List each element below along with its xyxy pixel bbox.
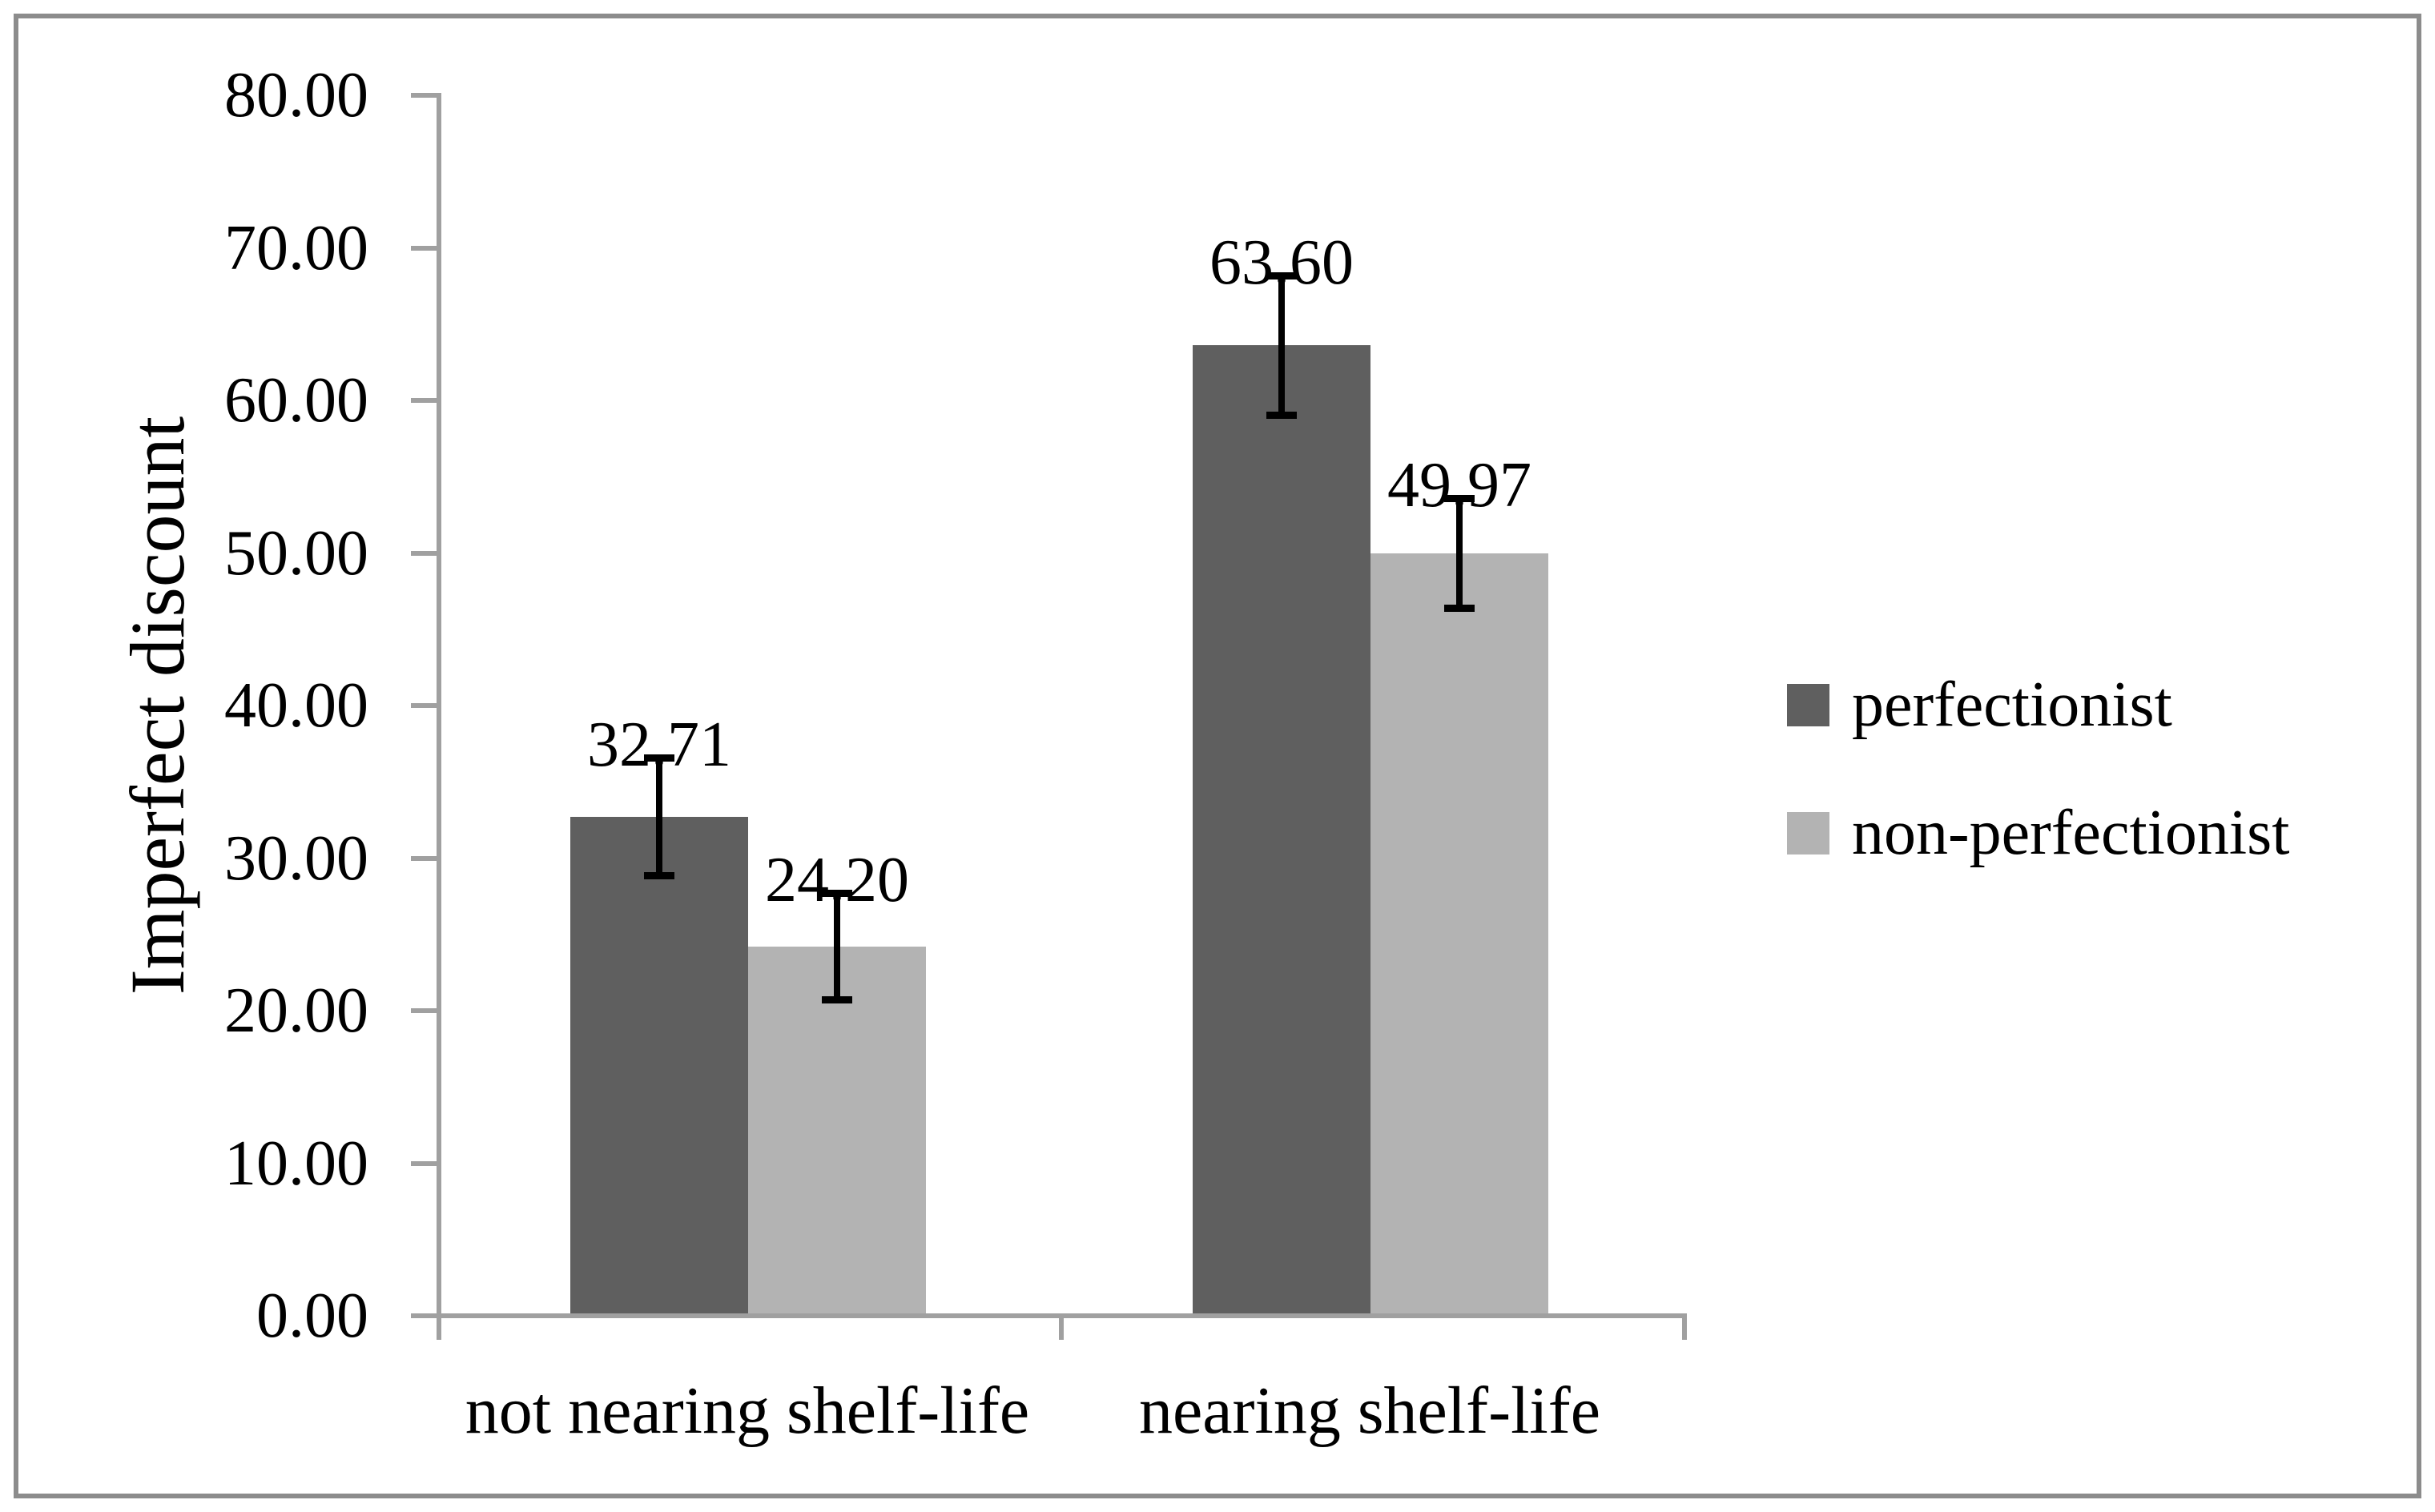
bar-perfectionist-1 bbox=[1193, 345, 1370, 1316]
legend-label-perfectionist: perfectionist bbox=[1852, 670, 2172, 740]
data-label-perfectionist-0: 32.71 bbox=[587, 709, 731, 780]
x-tick-mark bbox=[1682, 1316, 1687, 1340]
bar-perfectionist-0 bbox=[570, 816, 748, 1316]
y-tick-label: 20.00 bbox=[224, 975, 368, 1046]
y-axis-title: Imperfect discount bbox=[115, 416, 200, 995]
error-bar-line-non-perfectionist-0 bbox=[834, 893, 840, 1000]
error-bar-line-perfectionist-1 bbox=[1278, 275, 1285, 416]
legend-item-perfectionist: perfectionist bbox=[1787, 673, 2172, 737]
data-label-perfectionist-1: 63.60 bbox=[1209, 227, 1354, 298]
y-tick-label: 50.00 bbox=[224, 517, 368, 589]
error-bar-top-cap-non-perfectionist-0 bbox=[822, 890, 852, 898]
y-tick-mark bbox=[411, 550, 437, 556]
x-tick-mark bbox=[1059, 1316, 1064, 1340]
x-tick-mark bbox=[437, 1316, 441, 1340]
error-bar-line-non-perfectionist-1 bbox=[1456, 498, 1463, 609]
y-tick-label: 30.00 bbox=[224, 822, 368, 894]
error-bar-top-cap-perfectionist-1 bbox=[1266, 271, 1297, 279]
error-bar-top-cap-perfectionist-0 bbox=[644, 754, 674, 762]
y-tick-label: 80.00 bbox=[224, 60, 368, 131]
y-tick-label: 60.00 bbox=[224, 365, 368, 436]
y-tick-mark bbox=[411, 1160, 437, 1166]
error-bar-top-cap-non-perfectionist-1 bbox=[1444, 495, 1475, 503]
error-bar-line-perfectionist-0 bbox=[656, 757, 662, 877]
y-tick-label: 0.00 bbox=[256, 1281, 368, 1351]
error-bar-bottom-cap-non-perfectionist-0 bbox=[822, 995, 852, 1003]
y-tick-label: 70.00 bbox=[224, 212, 368, 284]
x-category-label-not-nearing: not nearing shelf-life bbox=[465, 1373, 1030, 1448]
legend-label-non-perfectionist: non-perfectionist bbox=[1852, 798, 2290, 868]
error-bar-bottom-cap-perfectionist-0 bbox=[644, 872, 674, 880]
bar-non-perfectionist-1 bbox=[1370, 553, 1548, 1316]
y-tick-label: 10.00 bbox=[224, 1128, 368, 1199]
y-axis-line bbox=[437, 93, 441, 1318]
error-bar-bottom-cap-non-perfectionist-1 bbox=[1444, 604, 1475, 612]
y-tick-mark bbox=[411, 398, 437, 403]
x-category-label-nearing: nearing shelf-life bbox=[1138, 1373, 1601, 1448]
y-tick-mark bbox=[411, 855, 437, 861]
legend-swatch-non-perfectionist bbox=[1787, 811, 1829, 855]
data-label-non-perfectionist-1: 49.97 bbox=[1387, 450, 1531, 521]
y-tick-mark bbox=[411, 1008, 437, 1013]
y-tick-mark bbox=[411, 1313, 437, 1318]
y-tick-mark bbox=[411, 93, 437, 98]
y-tick-mark bbox=[411, 703, 437, 708]
legend-item-non-perfectionist: non-perfectionist bbox=[1787, 801, 2289, 865]
error-bar-bottom-cap-perfectionist-1 bbox=[1266, 412, 1297, 420]
y-tick-label: 40.00 bbox=[224, 670, 368, 741]
bar-non-perfectionist-0 bbox=[748, 946, 926, 1316]
legend-swatch-perfectionist bbox=[1787, 683, 1829, 726]
y-tick-mark bbox=[411, 245, 437, 251]
data-label-non-perfectionist-0: 24.20 bbox=[765, 845, 909, 916]
